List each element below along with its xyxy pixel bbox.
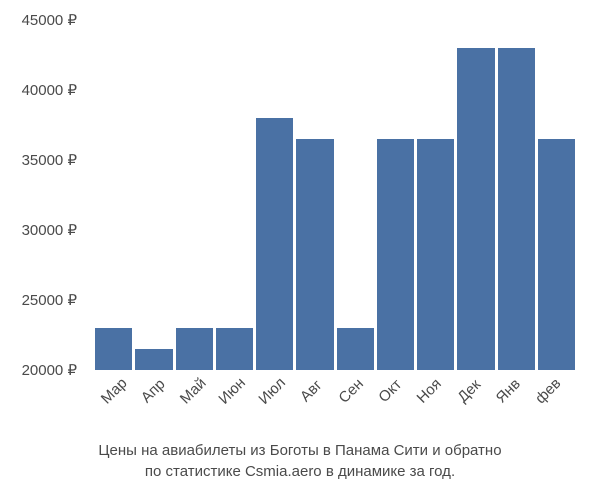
y-tick-label: 25000 ₽	[22, 291, 77, 309]
bar	[457, 48, 494, 370]
y-tick-label: 30000 ₽	[22, 221, 77, 239]
bar	[498, 48, 535, 370]
y-tick-label: 20000 ₽	[22, 361, 77, 379]
bar	[135, 349, 172, 370]
y-axis: 20000 ₽25000 ₽30000 ₽35000 ₽40000 ₽45000…	[0, 20, 85, 370]
y-tick-label: 35000 ₽	[22, 151, 77, 169]
bar	[538, 139, 575, 370]
bar	[337, 328, 374, 370]
bars-container	[90, 20, 580, 370]
x-axis: МарАпрМайИюнИюлАвгСенОктНояДекЯнвфев	[95, 375, 575, 435]
y-tick-label: 40000 ₽	[22, 81, 77, 99]
bar	[417, 139, 454, 370]
chart-caption: Цены на авиабилеты из Боготы в Панама Си…	[0, 440, 600, 482]
caption-line-2: по статистике Csmia.aero в динамике за г…	[0, 461, 600, 482]
bar	[377, 139, 414, 370]
bar	[176, 328, 213, 370]
bar	[296, 139, 333, 370]
bar	[95, 328, 132, 370]
bar	[256, 118, 293, 370]
caption-line-1: Цены на авиабилеты из Боготы в Панама Си…	[0, 440, 600, 461]
bar	[216, 328, 253, 370]
bar-chart	[90, 20, 580, 370]
y-tick-label: 45000 ₽	[22, 11, 77, 29]
